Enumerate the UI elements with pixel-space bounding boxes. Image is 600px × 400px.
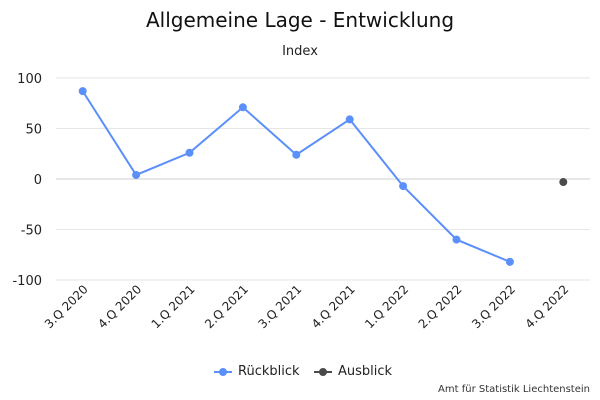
data-point[interactable] <box>452 235 461 244</box>
data-point[interactable] <box>185 148 194 157</box>
y-tick-label: -50 <box>21 224 42 239</box>
data-point[interactable] <box>559 178 568 187</box>
data-point[interactable] <box>345 115 354 124</box>
x-tick-label: 3.Q 2021 <box>255 282 304 331</box>
x-tick-label: 2.Q 2021 <box>202 282 251 331</box>
x-tick-label: 4.Q 2022 <box>522 282 571 331</box>
series-line <box>81 90 511 263</box>
chart-credit: Amt für Statistik Liechtenstein <box>438 384 590 395</box>
x-tick-label: 3.Q 2022 <box>469 282 518 331</box>
y-tick-label: -100 <box>12 274 42 289</box>
legend-item-ausblick[interactable]: Ausblick <box>314 364 392 379</box>
data-point[interactable] <box>399 182 408 191</box>
data-point[interactable] <box>132 170 141 179</box>
data-point[interactable] <box>505 257 514 266</box>
chart-subtitle: Index <box>282 44 318 59</box>
series-layer <box>78 87 568 266</box>
legend-swatch-rueckblick <box>214 367 232 377</box>
legend-label-rueckblick: Rückblick <box>238 364 300 379</box>
y-tick-label: 50 <box>25 123 42 138</box>
data-point[interactable] <box>78 87 87 96</box>
legend-item-rueckblick[interactable]: Rückblick <box>214 364 300 379</box>
x-tick-label: 3.Q 2020 <box>42 282 91 331</box>
data-point[interactable] <box>292 150 301 159</box>
x-tick-label: 4.Q 2021 <box>309 282 358 331</box>
y-tick-label: 0 <box>34 173 42 188</box>
legend-swatch-ausblick <box>314 367 332 377</box>
grid-lines <box>56 77 590 281</box>
legend-label-ausblick: Ausblick <box>338 364 393 379</box>
data-point[interactable] <box>238 103 247 112</box>
y-axis-ticks: 100 50 0 -50 -100 <box>12 72 42 289</box>
chart-title: Allgemeine Lage - Entwicklung <box>145 8 455 32</box>
x-tick-label: 1.Q 2022 <box>362 282 411 331</box>
x-tick-label: 2.Q 2022 <box>416 282 465 331</box>
x-tick-label: 1.Q 2021 <box>149 282 198 331</box>
x-axis-ticks: 3.Q 2020 4.Q 2020 1.Q 2021 2.Q 2021 3.Q 2021… <box>42 282 572 331</box>
y-tick-label: 100 <box>17 72 42 87</box>
x-tick-label: 4.Q 2020 <box>95 282 144 331</box>
